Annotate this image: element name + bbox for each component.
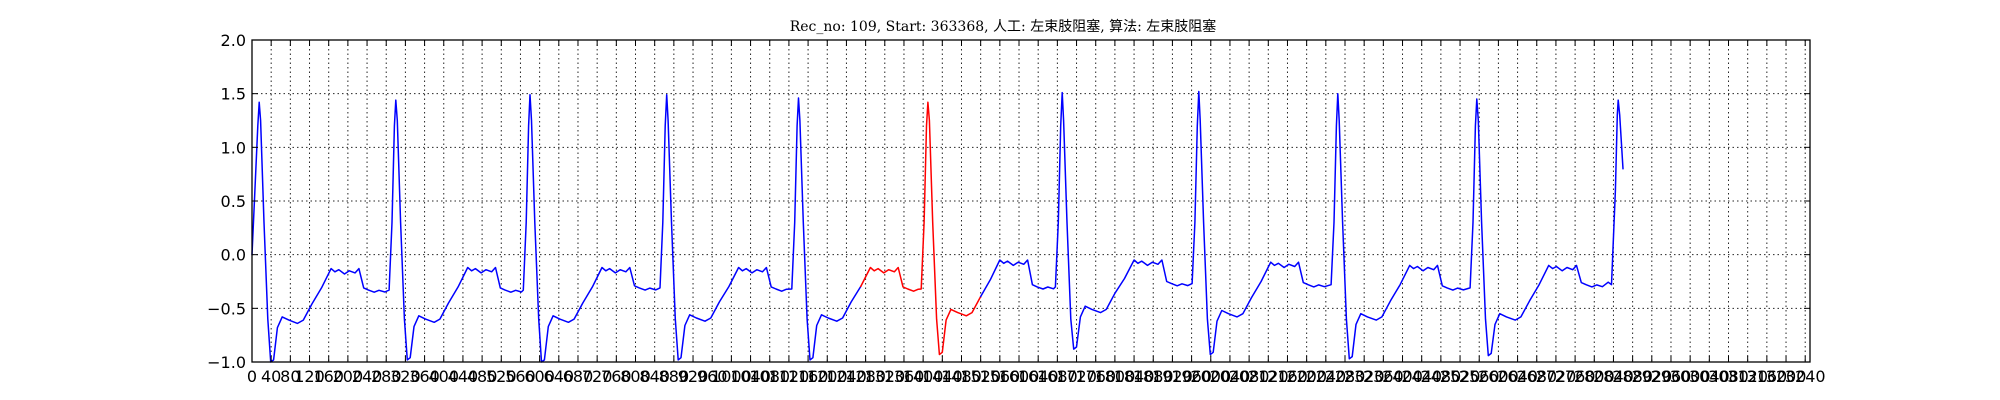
x-tick-label: 680 — [563, 367, 594, 386]
x-tick-label: 2560 — [1459, 367, 1500, 386]
x-tick-label: 280 — [371, 367, 402, 386]
x-tick-label: 3120 — [1727, 367, 1768, 386]
x-tick-label: 2840 — [1593, 367, 1634, 386]
x-tick-label: 1960 — [1171, 367, 1212, 386]
x-tick-label: 3040 — [1689, 367, 1730, 386]
x-tick-label: 2920 — [1631, 367, 1672, 386]
x-tick-label: 2280 — [1325, 367, 1366, 386]
ecg-trace — [251, 93, 862, 363]
x-tick-label: 1040 — [730, 367, 771, 386]
x-tick-label: 800 — [620, 367, 651, 386]
y-tick-label: 2.0 — [221, 31, 246, 50]
x-tick-label: 2120 — [1248, 367, 1289, 386]
x-tick-label: 2800 — [1574, 367, 1615, 386]
x-tick-label: 2360 — [1363, 367, 1404, 386]
x-tick-label: 440 — [448, 367, 479, 386]
x-tick-label: 920 — [678, 367, 709, 386]
x-tick-label: 720 — [582, 367, 613, 386]
x-tick-label: 3080 — [1708, 367, 1749, 386]
x-tick-label: 1320 — [864, 367, 905, 386]
x-tick-label: 3000 — [1670, 367, 1711, 386]
x-tick-label: 1440 — [922, 367, 963, 386]
x-tick-label: 2600 — [1478, 367, 1519, 386]
x-tick-label: 2080 — [1229, 367, 1270, 386]
x-tick-label: 1680 — [1037, 367, 1078, 386]
x-tick-label: 560 — [505, 367, 536, 386]
grid — [252, 40, 1810, 362]
x-tick-label: 1000 — [711, 367, 752, 386]
x-tick-label: 960 — [697, 367, 728, 386]
x-tick-label: 520 — [486, 367, 517, 386]
x-tick-label: 880 — [659, 367, 690, 386]
y-axis: −1.0 −0.5 0.0 0.5 1.0 1.5 2.0 — [207, 31, 1810, 372]
x-tick-label: 2240 — [1305, 367, 1346, 386]
ecg-trace-highlighted — [860, 101, 982, 356]
x-tick-label: 2200 — [1286, 367, 1327, 386]
ecg-traces — [251, 90, 1624, 363]
ecg-trace — [979, 90, 1624, 360]
chart-title: Rec_no: 109, Start: 363368, 人工: 左束肢阻塞, 算… — [790, 18, 1217, 35]
x-tick-label: 240 — [352, 367, 383, 386]
x-tick-label: 760 — [601, 367, 632, 386]
x-tick-label: 1760 — [1075, 367, 1116, 386]
x-tick-label: 2960 — [1651, 367, 1692, 386]
x-tick-label: 2040 — [1210, 367, 1251, 386]
x-tick-label: 1400 — [903, 367, 944, 386]
x-tick-label: 3240 — [1785, 367, 1826, 386]
x-tick-label: 840 — [639, 367, 670, 386]
x-tick-label: 1120 — [769, 367, 810, 386]
y-tick-label: 1.0 — [221, 138, 246, 157]
x-tick-label: 2720 — [1536, 367, 1577, 386]
y-tick-label: −0.5 — [207, 299, 246, 318]
x-tick-label: 640 — [544, 367, 575, 386]
x-tick-label: 0 — [247, 367, 257, 386]
x-tick-label: 1080 — [749, 367, 790, 386]
x-tick-label: 2480 — [1421, 367, 1462, 386]
x-tick-label: 160 — [313, 367, 344, 386]
x-tick-label: 320 — [390, 367, 421, 386]
x-tick-label: 1520 — [960, 367, 1001, 386]
x-tick-label: 2760 — [1555, 367, 1596, 386]
y-tick-label: 0.0 — [221, 246, 246, 265]
y-tick-label: 1.5 — [221, 85, 246, 104]
x-tick-label: 2000 — [1190, 367, 1231, 386]
x-tick-label: 3160 — [1746, 367, 1787, 386]
x-tick-label: 1800 — [1095, 367, 1136, 386]
x-tick-label: 600 — [524, 367, 555, 386]
x-tick-label: 1360 — [884, 367, 925, 386]
x-tick-label: 200 — [333, 367, 364, 386]
x-tick-label: 2680 — [1516, 367, 1557, 386]
x-tick-label: 360 — [409, 367, 440, 386]
x-tick-label: 2880 — [1612, 367, 1653, 386]
x-tick-label: 1240 — [826, 367, 867, 386]
x-tick-label: 2160 — [1267, 367, 1308, 386]
x-tick-label: 2640 — [1497, 367, 1538, 386]
x-tick-label: 1560 — [979, 367, 1020, 386]
x-tick-label: 40 — [261, 367, 281, 386]
x-tick-label: 2320 — [1344, 367, 1385, 386]
x-tick-label: 1200 — [807, 367, 848, 386]
y-tick-label: −1.0 — [207, 353, 246, 372]
x-tick-label: 1920 — [1152, 367, 1193, 386]
x-tick-label: 1280 — [845, 367, 886, 386]
x-tick-label: 120 — [294, 367, 325, 386]
x-tick-label: 1840 — [1114, 367, 1155, 386]
x-tick-label: 1720 — [1056, 367, 1097, 386]
x-tick-label: 480 — [467, 367, 498, 386]
x-tick-label: 1880 — [1133, 367, 1174, 386]
y-tick-label: 0.5 — [221, 192, 246, 211]
x-tick-label: 1480 — [941, 367, 982, 386]
x-tick-label: 3200 — [1766, 367, 1807, 386]
x-tick-label: 1600 — [999, 367, 1040, 386]
x-tick-label: 2400 — [1382, 367, 1423, 386]
x-tick-label: 80 — [280, 367, 300, 386]
x-tick-label: 1640 — [1018, 367, 1059, 386]
x-tick-label: 2440 — [1401, 367, 1442, 386]
x-tick-label: 2520 — [1440, 367, 1481, 386]
x-axis: 0 408012016020024028032036040044048052056… — [247, 40, 1826, 386]
x-tick-label: 400 — [428, 367, 459, 386]
x-tick-label: 1160 — [788, 367, 829, 386]
